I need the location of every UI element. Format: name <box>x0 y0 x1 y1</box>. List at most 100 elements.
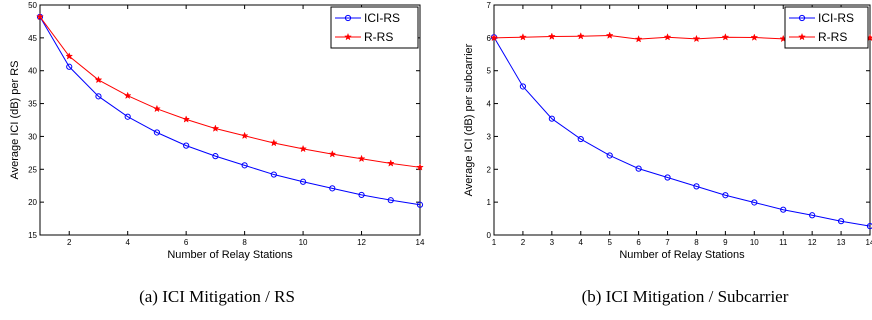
x-tick-label: 4 <box>579 238 584 247</box>
data-point <box>693 183 700 190</box>
x-tick-label: 14 <box>866 238 872 247</box>
data-point <box>269 138 278 147</box>
y-tick-label: 4 <box>487 100 492 109</box>
x-tick-label: 7 <box>665 238 670 247</box>
legend-marker <box>344 32 352 41</box>
y-tick-label: 50 <box>28 1 37 10</box>
y-axis-label: Average ICI (dB) per RS <box>9 60 21 179</box>
data-point <box>721 33 730 41</box>
legend-marker <box>344 14 352 22</box>
x-tick-label: 8 <box>694 238 699 247</box>
data-point <box>124 113 131 120</box>
x-tick-label: 8 <box>242 238 247 247</box>
legend-marker <box>798 32 806 41</box>
data-point <box>386 159 395 167</box>
data-point <box>606 152 613 159</box>
data-point <box>95 93 102 100</box>
data-point <box>635 165 642 172</box>
data-point <box>152 104 161 113</box>
x-tick-label: 6 <box>184 238 189 247</box>
y-tick-label: 7 <box>487 1 492 10</box>
data-point <box>65 52 74 60</box>
legend-label: R-RS <box>818 30 847 44</box>
data-point <box>357 154 366 163</box>
legend-box <box>330 6 419 49</box>
data-point <box>809 212 816 219</box>
data-point <box>240 131 249 140</box>
data-point <box>123 91 132 100</box>
data-point <box>241 162 248 169</box>
legend: ICI-RS R-RS <box>330 6 419 49</box>
data-point <box>270 171 277 178</box>
x-tick-label: 2 <box>67 238 72 247</box>
chart-ici-per-subcarrier: 123456789101112131401234567Number of Rel… <box>463 1 872 261</box>
data-point <box>94 75 103 84</box>
y-tick-label: 2 <box>487 165 492 174</box>
data-point <box>664 174 671 181</box>
y-tick-label: 1 <box>487 198 492 207</box>
x-tick-label: 9 <box>723 238 728 247</box>
series-line-ici-rs <box>493 36 871 227</box>
x-tick-label: 5 <box>607 238 612 247</box>
caption-a: (a) ICI Mitigation / RS <box>139 287 295 306</box>
data-point <box>722 192 729 199</box>
data-point <box>66 63 73 70</box>
x-tick-label: 3 <box>550 238 555 247</box>
data-point <box>605 31 614 39</box>
legend-label: ICI-RS <box>364 11 400 25</box>
series-line-r-rs <box>39 16 421 168</box>
y-tick-label: 25 <box>28 165 37 174</box>
y-axis-label: Average ICI (dB) per subcarrier <box>463 43 475 196</box>
data-point <box>153 129 161 136</box>
data-point <box>183 142 190 149</box>
legend-label: R-RS <box>364 30 393 44</box>
data-point <box>634 35 643 43</box>
y-tick-label: 35 <box>28 100 37 109</box>
data-point <box>211 124 220 132</box>
y-tick-label: 5 <box>487 67 492 76</box>
data-point <box>387 197 394 204</box>
data-point <box>692 34 701 43</box>
x-tick-label: 10 <box>299 238 308 247</box>
x-tick-label: 4 <box>125 238 130 247</box>
data-point <box>519 83 527 90</box>
legend-marker <box>798 14 806 22</box>
y-tick-label: 6 <box>487 34 492 43</box>
data-point <box>780 206 787 213</box>
y-tick-label: 0 <box>487 231 492 240</box>
x-tick-label: 13 <box>837 238 846 247</box>
data-point <box>577 135 584 143</box>
data-point <box>548 115 555 122</box>
data-point <box>518 33 527 41</box>
legend-box <box>784 6 869 49</box>
x-tick-label: 14 <box>416 238 425 247</box>
y-tick-label: 40 <box>28 67 37 76</box>
data-point <box>328 150 337 158</box>
series-line-ici-rs <box>39 16 421 206</box>
data-point <box>663 33 672 41</box>
data-point <box>490 33 498 42</box>
data-point <box>329 185 336 192</box>
data-point <box>182 115 191 123</box>
x-tick-label: 11 <box>779 238 788 247</box>
data-point <box>416 201 424 208</box>
x-axis-label: Number of Relay Stations <box>619 249 745 261</box>
y-tick-label: 3 <box>487 132 492 141</box>
x-tick-label: 2 <box>521 238 526 247</box>
data-point <box>751 199 758 206</box>
data-point <box>299 144 308 153</box>
y-tick-label: 20 <box>28 198 37 207</box>
y-tick-label: 45 <box>28 34 37 43</box>
x-tick-label: 12 <box>357 238 366 247</box>
data-point <box>576 32 585 40</box>
data-point <box>299 178 307 185</box>
y-tick-label: 30 <box>28 132 37 141</box>
data-point <box>750 33 759 41</box>
caption-b: (b) ICI Mitigation / Subcarrier <box>582 287 789 306</box>
chart-ici-per-rs: 2 4 6 8 10 12 14 15 20 25 30 35 40 45 50 Number of Rela… <box>9 1 425 261</box>
x-tick-label: 6 <box>636 238 641 247</box>
data-point <box>547 32 556 40</box>
data-point <box>212 153 219 160</box>
data-point <box>36 12 44 21</box>
